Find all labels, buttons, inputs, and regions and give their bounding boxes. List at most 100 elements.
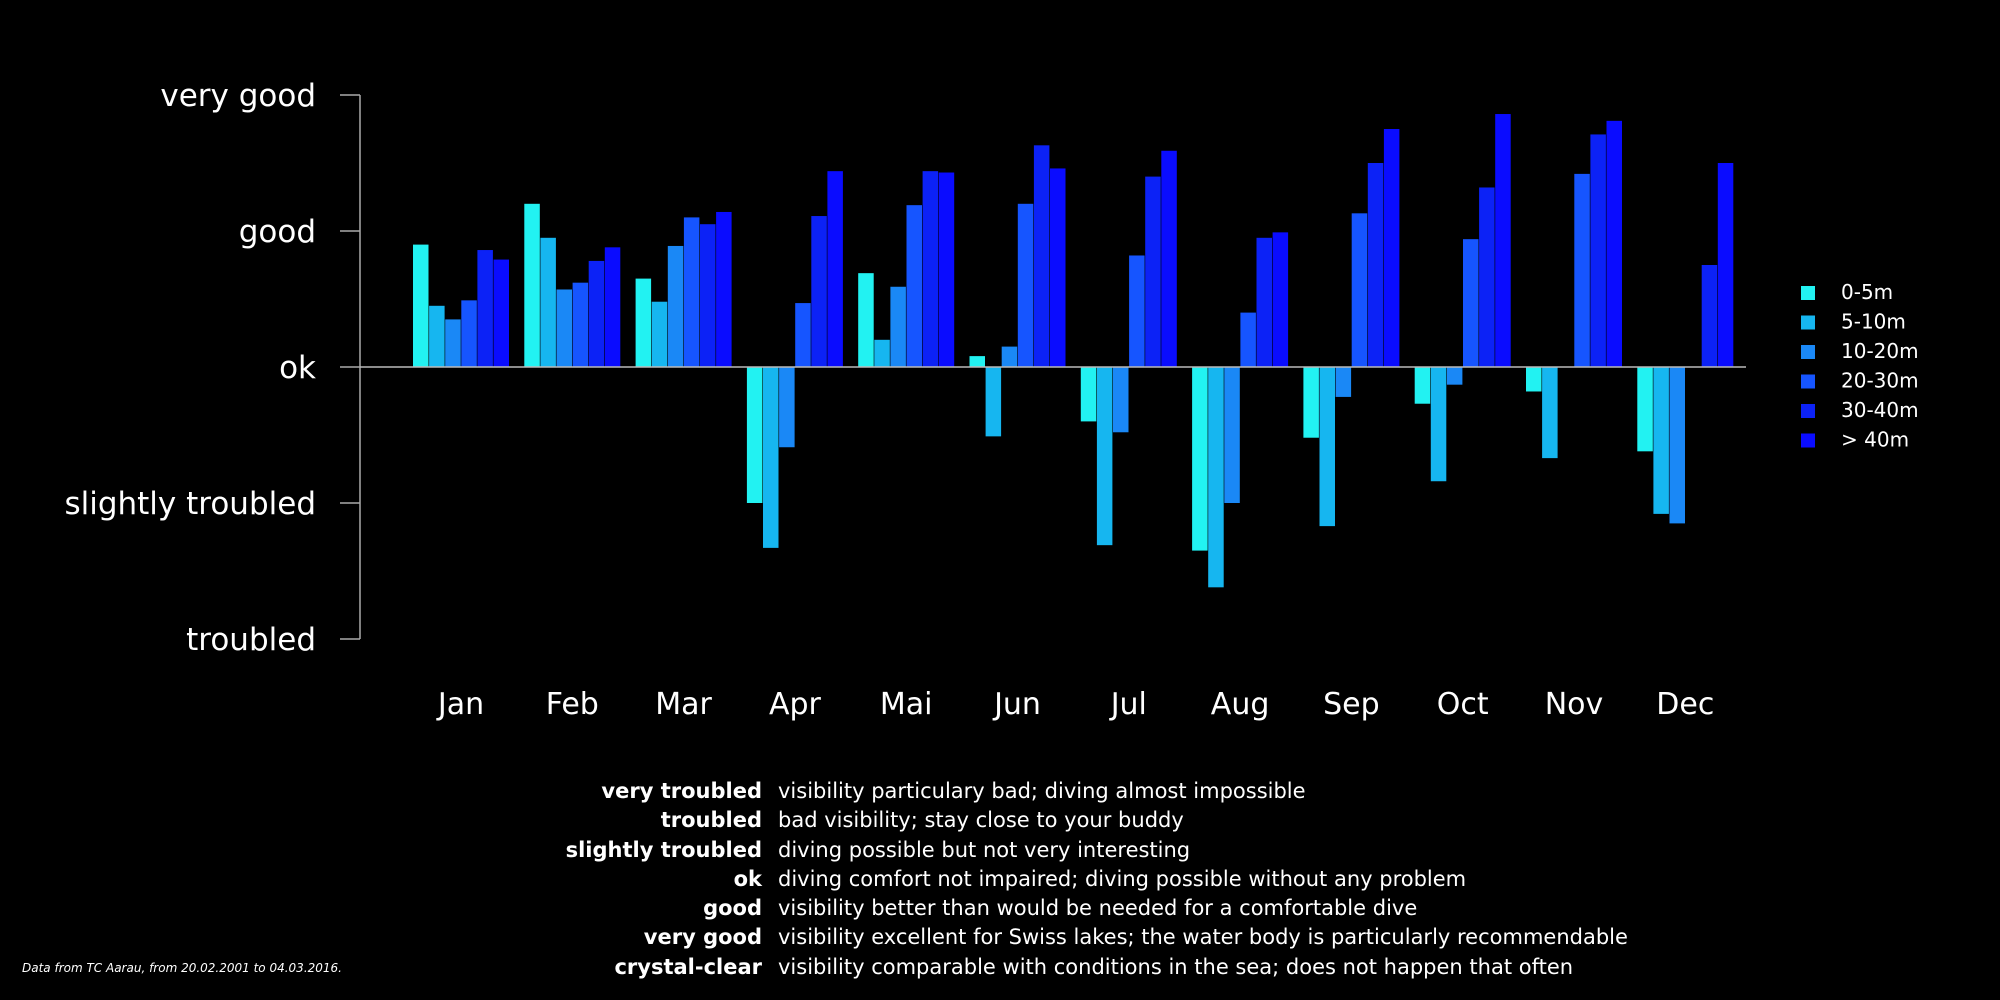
- bar: [779, 367, 795, 448]
- bar: [1080, 367, 1097, 422]
- legend-swatch: [1801, 345, 1815, 359]
- x-tick-label: Mar: [655, 687, 712, 722]
- bar: [1479, 187, 1495, 367]
- definition-term: very good: [643, 925, 762, 950]
- definition-text: diving comfort not impaired; diving poss…: [778, 866, 1467, 891]
- bar: [683, 217, 700, 367]
- bar: [1430, 367, 1447, 482]
- bar: [716, 211, 732, 367]
- bar: [540, 237, 556, 367]
- definition-row: good visibility better than would be need…: [560, 894, 1760, 923]
- definition-text: bad visibility; stay close to your buddy: [778, 808, 1184, 833]
- definition-term: ok: [733, 866, 762, 891]
- bar: [906, 205, 922, 367]
- bar: [969, 356, 985, 367]
- definition-term: crystal-clear: [614, 954, 762, 979]
- legend-swatch: [1801, 315, 1815, 330]
- definition-row: very good visibility excellent for Swiss …: [560, 923, 1760, 952]
- x-tick-label: Jan: [436, 687, 484, 722]
- bar: [461, 300, 477, 367]
- bar: [1017, 203, 1034, 367]
- legend: 0-5m 5-10m 10-20m 20-30m 30-40m > 40m: [1801, 280, 1919, 452]
- bar: [1096, 367, 1113, 546]
- bar: [588, 260, 605, 367]
- definition-row: very troubled visibility particulary bad;…: [560, 777, 1760, 806]
- bar: [1526, 367, 1542, 392]
- legend-label: 0-5m: [1841, 280, 1893, 304]
- legend-label: 30-40m: [1841, 398, 1919, 422]
- bar: [1574, 173, 1590, 367]
- legend-label: 10-20m: [1841, 339, 1919, 363]
- bar: [985, 367, 1002, 437]
- x-tick-label: Jul: [1109, 687, 1147, 722]
- bar: [1129, 255, 1145, 367]
- bar: [1495, 114, 1511, 367]
- bars: [413, 114, 1734, 588]
- y-tick-label: good: [239, 214, 316, 250]
- bar: [811, 216, 827, 367]
- bar: [572, 282, 589, 367]
- x-tick-label: Dec: [1656, 687, 1714, 722]
- bar: [1161, 150, 1177, 367]
- x-tick-label: Sep: [1323, 687, 1380, 722]
- y-axis: troubled slightly troubled ok good very good: [64, 78, 361, 658]
- definition-term: troubled: [660, 808, 762, 833]
- definition-term: very troubled: [601, 779, 762, 803]
- bar: [1351, 213, 1368, 367]
- x-axis: Jan Feb Mar Apr Mai Jun Jul Aug Sep Oct Nov Dec: [360, 366, 1746, 722]
- bar: [556, 289, 572, 367]
- y-tick-label: ok: [279, 350, 316, 386]
- definition-row: troubled bad visibility; stay close to yo…: [560, 806, 1760, 835]
- definition-text: visibility excellent for Swiss lakes; th…: [778, 925, 1628, 950]
- bar: [1542, 367, 1558, 459]
- bar: [1367, 163, 1384, 367]
- legend-label: > 40m: [1841, 428, 1909, 452]
- bar: [1637, 367, 1653, 452]
- bar: [1319, 367, 1335, 527]
- legend-swatch: [1801, 374, 1815, 389]
- bar: [890, 286, 906, 367]
- bar: [1669, 367, 1685, 524]
- bar: [1383, 129, 1400, 367]
- bar: [493, 259, 509, 367]
- bar: [1001, 346, 1018, 367]
- legend-swatch: [1801, 433, 1815, 448]
- definition-text: visibility comparable with conditions in…: [778, 954, 1574, 979]
- bar: [1192, 367, 1208, 551]
- x-tick-label: Nov: [1545, 687, 1604, 722]
- y-tick-label: very good: [160, 78, 316, 114]
- x-tick-label: Apr: [769, 687, 822, 722]
- bar: [1701, 265, 1718, 367]
- bar: [604, 247, 621, 367]
- bar: [1256, 237, 1272, 367]
- bar: [858, 273, 874, 367]
- legend-swatch: [1801, 404, 1815, 418]
- bar: [1303, 367, 1319, 438]
- bar: [700, 224, 716, 367]
- bar: [1208, 367, 1224, 588]
- x-tick-label: Mai: [880, 687, 933, 722]
- definition-row: crystal-clear visibility comparable with …: [560, 953, 1760, 982]
- definition-text: visibility better than would be needed f…: [778, 896, 1418, 921]
- bar: [477, 250, 493, 367]
- definition-term: good: [703, 896, 762, 921]
- bar: [827, 171, 843, 367]
- definition-text: visibility particulary bad; diving almos…: [778, 779, 1306, 803]
- bar: [874, 339, 890, 367]
- bar: [1335, 367, 1352, 397]
- bar: [445, 319, 461, 367]
- bar: [1414, 367, 1431, 404]
- bar: [1717, 163, 1734, 367]
- x-tick-label: Oct: [1437, 687, 1489, 722]
- visibility-definitions: very troubled visibility particulary bad;…: [560, 777, 1760, 982]
- bar: [1113, 367, 1129, 433]
- bar: [1653, 367, 1669, 514]
- bar: [1240, 312, 1256, 367]
- bar: [413, 244, 429, 367]
- bar: [635, 278, 652, 367]
- definition-term: slightly troubled: [565, 837, 762, 862]
- definition-row: ok diving comfort not impaired; diving po…: [560, 865, 1760, 894]
- bar: [1606, 120, 1622, 367]
- bar: [524, 203, 540, 367]
